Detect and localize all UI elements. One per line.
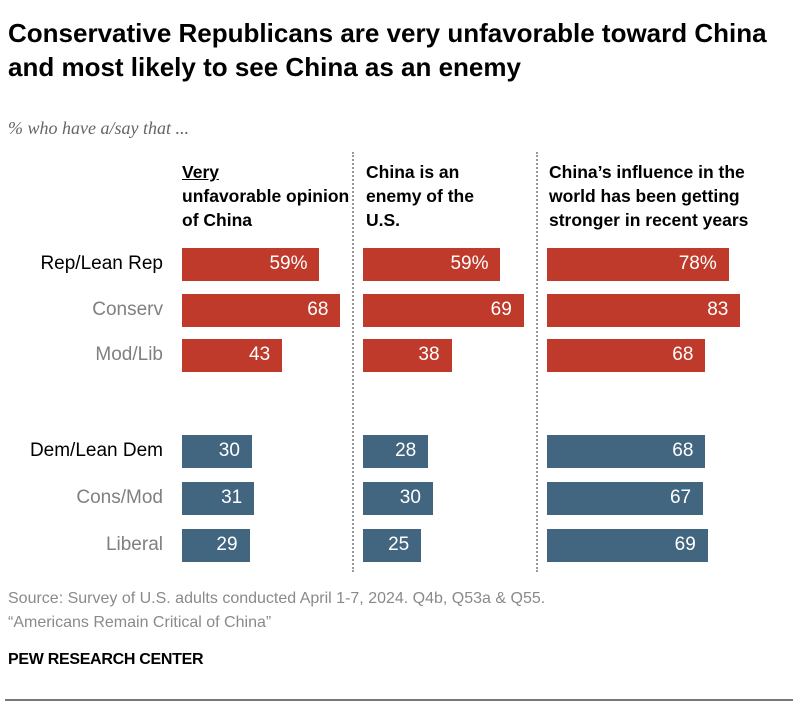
data-label: 30	[218, 440, 240, 461]
category-label: Cons/Mod	[76, 487, 163, 508]
bar	[547, 529, 708, 562]
data-label: 28	[395, 440, 417, 461]
data-label: 38	[418, 344, 440, 365]
bar	[363, 435, 429, 468]
category-label: Rep/Lean Rep	[40, 253, 163, 274]
bar	[182, 529, 250, 562]
panel-header-1-text: unfavorable opinion of China	[182, 186, 350, 230]
bar	[363, 248, 501, 281]
data-label: 59%	[269, 253, 308, 274]
chart-subtitle: % who have a/say that ...	[8, 118, 189, 138]
data-label: 43	[249, 344, 271, 365]
source-note: Source: Survey of U.S. adults conducted …	[8, 590, 546, 607]
category-label: Conserv	[92, 299, 163, 320]
bar	[182, 435, 252, 468]
pew-logo: PEW RESEARCH CENTER	[8, 651, 204, 668]
bar	[547, 294, 741, 327]
panel-divider	[536, 152, 538, 572]
data-label: 25	[388, 534, 410, 555]
data-label: 67	[669, 487, 692, 508]
bar	[182, 294, 341, 327]
data-label: 68	[307, 299, 329, 320]
panel-header-3: China’s influence in the world has been …	[549, 162, 749, 230]
panel-divider	[352, 152, 354, 572]
bar	[547, 248, 729, 281]
bar	[547, 339, 706, 372]
bar	[363, 529, 422, 562]
bar	[547, 482, 704, 515]
bar	[547, 435, 706, 468]
data-label: 31	[221, 487, 243, 508]
bottom-rule	[5, 699, 793, 701]
panel-header-1: Very unfavorable opinion of China	[182, 160, 352, 232]
category-label: Mod/Lib	[95, 344, 163, 365]
panel-header-2: China is an enemy of the U.S.	[366, 162, 474, 230]
bar	[363, 482, 433, 515]
chart-title: Conservative Republicans are very unfavo…	[8, 18, 767, 82]
report-title: “Americans Remain Critical of China”	[8, 614, 272, 631]
bar	[182, 482, 255, 515]
data-label: 69	[490, 299, 512, 320]
category-label: Liberal	[105, 534, 163, 555]
bar	[182, 339, 283, 372]
data-label: 68	[672, 344, 694, 365]
data-label: 69	[674, 534, 696, 555]
data-label: 29	[216, 534, 238, 555]
data-label: 30	[399, 487, 421, 508]
bar	[363, 339, 452, 372]
panel-header-1-underlined: Very	[182, 162, 219, 182]
data-label: 68	[672, 440, 694, 461]
data-label: 83	[707, 299, 729, 320]
bar	[182, 248, 320, 281]
bar	[363, 294, 524, 327]
data-label: 59%	[450, 253, 489, 274]
category-label: Dem/Lean Dem	[29, 440, 163, 461]
data-label: 78%	[678, 253, 717, 274]
